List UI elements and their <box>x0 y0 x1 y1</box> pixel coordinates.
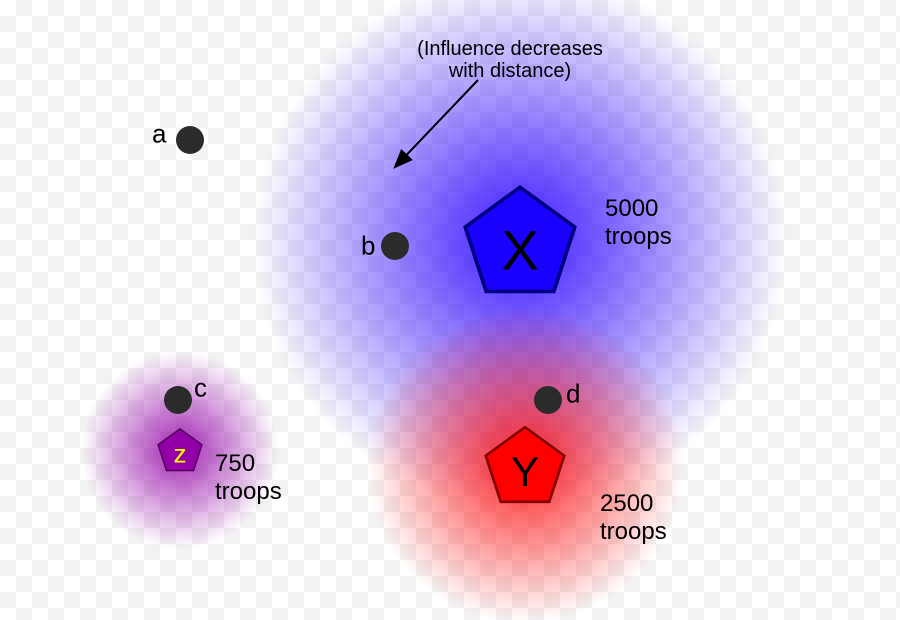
point-a-label: a <box>152 119 166 150</box>
point-b-label: b <box>361 231 375 262</box>
point-b-dot <box>381 232 409 260</box>
influence-annotation: (Influence decreases with distance) <box>390 38 630 82</box>
unit-x-pentagon: X <box>460 180 580 300</box>
unit-x-label: X <box>501 217 538 282</box>
point-a-dot <box>176 126 204 154</box>
unit-y-label: Y <box>511 448 539 496</box>
point-d-dot <box>534 386 562 414</box>
unit-z-label: z <box>174 438 187 469</box>
unit-z-pentagon: z <box>156 426 204 474</box>
unit-x-troops-count: 5000 <box>605 195 672 223</box>
unit-z-troops-word: troops <box>215 478 282 506</box>
unit-y-troops-word: troops <box>600 518 667 546</box>
unit-x-troops-word: troops <box>605 223 672 251</box>
unit-x-troops-label: 5000 troops <box>605 195 672 250</box>
influence-annotation-line1: (Influence decreases <box>390 38 630 60</box>
unit-z-troops-label: 750 troops <box>215 450 282 505</box>
point-c-dot <box>164 386 192 414</box>
diagram-canvas: (Influence decreases with distance) X Y … <box>0 0 900 620</box>
unit-y-pentagon: Y <box>482 422 568 508</box>
unit-y-troops-label: 2500 troops <box>600 490 667 545</box>
point-d-label: d <box>566 379 580 410</box>
unit-y-troops-count: 2500 <box>600 490 667 518</box>
transparency-checker-background <box>0 0 900 620</box>
point-c-label: c <box>194 373 207 404</box>
influence-annotation-line2: with distance) <box>390 60 630 82</box>
unit-z-troops-count: 750 <box>215 450 282 478</box>
